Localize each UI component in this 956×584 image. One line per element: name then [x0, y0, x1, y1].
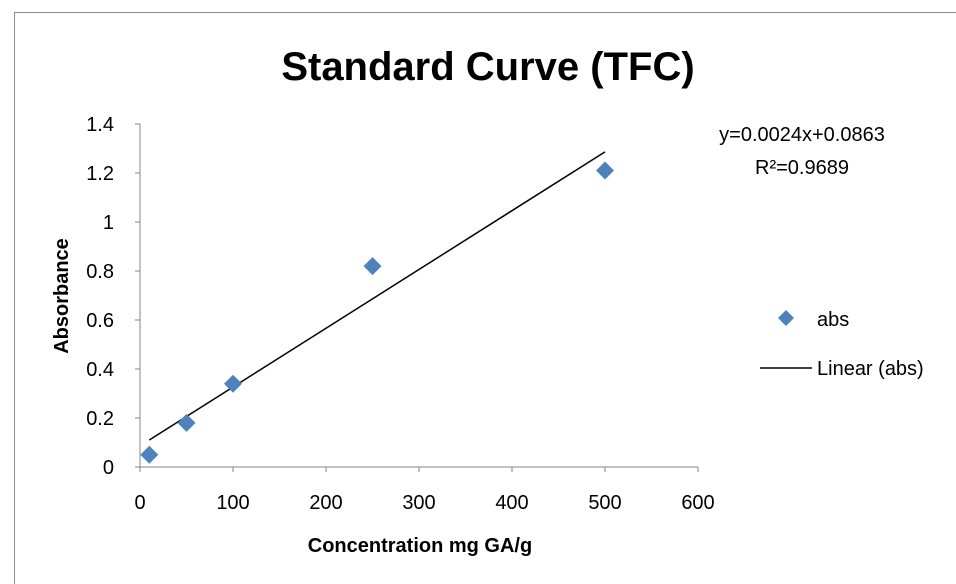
data-points: [140, 161, 614, 464]
data-point: [177, 413, 196, 432]
x-tick-label: 200: [309, 492, 342, 514]
data-point: [363, 257, 382, 276]
axes: 0 0.2 0.4 0.6 0.8 1 1.2 1.4 0 100 200 300 400 500 600: [86, 114, 715, 514]
chart-frame: [14, 12, 956, 584]
y-tick-label: 1: [103, 212, 114, 234]
x-tick-label: 600: [681, 492, 714, 514]
legend-abs-label: abs: [817, 309, 849, 331]
legend-linear-label: Linear (abs): [817, 358, 924, 380]
x-axis-title: Concentration mg GA/g: [308, 535, 532, 557]
y-tick-label: 0.6: [86, 310, 114, 332]
legend-abs-marker: [778, 310, 794, 326]
data-point: [140, 445, 159, 464]
y-tick-label: 0.4: [86, 359, 114, 381]
trendline-equation: y=0.0024x+0.0863: [719, 124, 885, 146]
chart-title: Standard Curve (TFC): [281, 45, 694, 89]
x-tick-label: 500: [588, 492, 621, 514]
trendline-group: [148, 151, 606, 441]
data-point: [596, 161, 614, 180]
data-point: [224, 374, 242, 393]
x-tick-label: 0: [134, 492, 145, 514]
legend: abs Linear (abs): [760, 309, 924, 380]
trendline: [148, 151, 606, 441]
x-tick-label: 300: [402, 492, 435, 514]
x-tick-label: 400: [495, 492, 528, 514]
y-axis-title: Absorbance: [51, 238, 73, 354]
trendline-r-squared: R²=0.9689: [755, 157, 849, 179]
y-tick-label: 0: [103, 457, 114, 479]
y-tick-label: 0.2: [86, 408, 114, 430]
y-tick-label: 0.8: [86, 261, 114, 283]
x-tick-label: 100: [216, 492, 249, 514]
y-tick-label: 1.2: [86, 163, 114, 185]
y-tick-label: 1.4: [86, 114, 114, 136]
